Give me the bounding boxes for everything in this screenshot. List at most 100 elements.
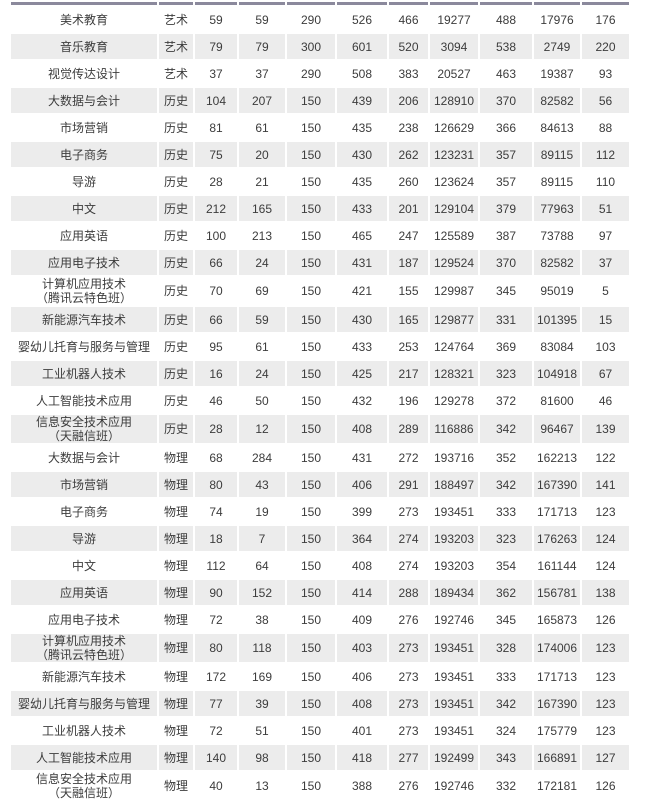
cell-value: 81: [209, 120, 223, 135]
cell-value: 124: [582, 526, 629, 551]
cell-value: 88: [598, 120, 613, 135]
cell-value: 150: [287, 142, 335, 167]
cell-value: 165: [239, 196, 285, 221]
cell-major: 中文: [11, 196, 157, 221]
cell-value: 80: [195, 472, 237, 497]
cell-value: 520: [389, 34, 428, 59]
cell-value: 37: [255, 66, 269, 81]
cell-value: 38: [255, 612, 269, 627]
cell-value: 59: [209, 12, 223, 27]
cell-value: 342: [480, 472, 532, 497]
cell-value: 123: [595, 669, 616, 684]
cell-value: 196: [398, 393, 419, 408]
cell-value: 123624: [433, 174, 475, 189]
cell-value: 253: [398, 339, 419, 354]
cell-value: 129877: [430, 307, 478, 332]
cell-category: 历史: [159, 307, 193, 332]
cell-value: 72: [209, 723, 223, 738]
cell-value: 125589: [433, 228, 475, 243]
cell-value: 19387: [540, 66, 574, 81]
partial-row-top: [11, 2, 629, 5]
cell-major: 计算机应用技术 （腾讯云特色班）: [35, 277, 132, 305]
cell-value: 193203: [430, 526, 478, 551]
cell-major: 人工智能技术应用: [35, 393, 132, 408]
cell-value: 126629: [433, 120, 475, 135]
cell-value: 104918: [534, 361, 580, 386]
cell-value: 73788: [540, 228, 574, 243]
cell-value: 345: [495, 612, 517, 627]
cell-value: 465: [351, 228, 373, 243]
cell-value: 370: [480, 88, 532, 113]
cell-category: 历史: [163, 284, 188, 298]
cell-value: 425: [337, 361, 387, 386]
cell-value: 150: [300, 504, 322, 519]
cell-value: 39: [239, 691, 285, 716]
cell-category: 历史: [159, 142, 193, 167]
table-row: 美术教育 艺术 59 59 290 526 466 19277 488 17976 176: [11, 7, 629, 32]
cell-value: 192499: [430, 745, 478, 770]
cell-value: 421: [351, 284, 373, 298]
cell-value: 463: [495, 66, 517, 81]
cell-value: 150: [300, 393, 322, 408]
cell-value: 66: [195, 307, 237, 332]
cell-major: 大数据与会计: [11, 88, 157, 113]
table-row: 计算机应用技术 （腾讯云特色班） 历史 70 69 150 421 155 129987 345…: [11, 277, 629, 305]
cell-value: 129278: [433, 393, 475, 408]
partial-cell: [337, 2, 387, 5]
cell-value: 300: [287, 34, 335, 59]
cell-major: 新能源汽车技术: [41, 669, 126, 684]
table-row: 导游 历史 28 21 150 435 260 123624 357 89115 110: [11, 169, 629, 194]
cell-value: 81600: [540, 393, 574, 408]
cell-value: 369: [495, 339, 517, 354]
cell-value: 172: [205, 669, 227, 684]
cell-value: 201: [389, 196, 428, 221]
cell-category: 物理: [159, 472, 193, 497]
table-row: 新能源汽车技术 历史 66 59 150 430 165 129877 331 101395 15: [11, 307, 629, 332]
cell-value: 20527: [437, 66, 471, 81]
cell-value: 150: [287, 415, 335, 443]
cell-value: 357: [480, 142, 532, 167]
cell-value: 439: [337, 88, 387, 113]
cell-category: 物理: [159, 526, 193, 551]
cell-value: 193451: [433, 669, 475, 684]
cell-value: 155: [398, 284, 419, 298]
cell-value: 150: [300, 558, 322, 573]
cell-major: 婴幼儿托育与服务与管理: [11, 691, 157, 716]
cell-value: 408: [337, 691, 387, 716]
partial-cell: [430, 2, 478, 5]
cell-value: 124764: [433, 339, 475, 354]
cell-value: 138: [582, 580, 629, 605]
cell-value: 273: [389, 634, 428, 662]
cell-category: 物理: [159, 691, 193, 716]
cell-category: 艺术: [163, 66, 188, 81]
table-row: 市场营销 物理 80 43 150 406 291 188497 342 167390 141: [11, 472, 629, 497]
cell-value: 172181: [536, 779, 578, 793]
cell-value: 128910: [430, 88, 478, 113]
cell-value: 129987: [433, 284, 475, 298]
cell-value: 176: [595, 12, 616, 27]
cell-value: 162213: [536, 450, 578, 465]
cell-value: 383: [398, 66, 419, 81]
cell-value: 150: [300, 120, 322, 135]
cell-major: 新能源汽车技术: [11, 307, 157, 332]
cell-value: 129104: [430, 196, 478, 221]
cell-value: 150: [287, 580, 335, 605]
cell-value: 127: [582, 745, 629, 770]
cell-value: 150: [300, 284, 322, 298]
cell-value: 352: [495, 450, 517, 465]
cell-value: 150: [287, 250, 335, 275]
cell-value: 64: [255, 558, 269, 573]
partial-cell: [159, 2, 193, 5]
cell-value: 357: [495, 174, 517, 189]
cell-value: 174006: [534, 634, 580, 662]
cell-value: 46: [209, 393, 223, 408]
cell-major: 音乐教育: [11, 34, 157, 59]
cell-value: 68: [209, 450, 223, 465]
cell-major: 信息安全技术应用 （天融信班）: [35, 772, 132, 800]
cell-value: 276: [398, 779, 419, 793]
cell-value: 433: [337, 196, 387, 221]
cell-value: 75: [195, 142, 237, 167]
partial-cell: [534, 2, 580, 5]
cell-value: 399: [351, 504, 373, 519]
cell-value: 150: [300, 339, 322, 354]
